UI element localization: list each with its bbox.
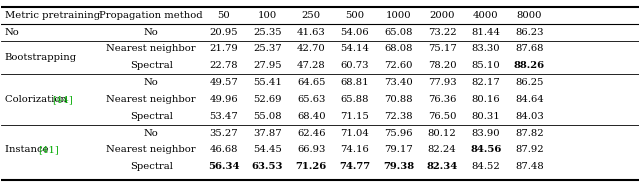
Text: 82.17: 82.17 (472, 78, 500, 87)
Text: 68.40: 68.40 (297, 112, 326, 121)
Text: 72.38: 72.38 (384, 112, 413, 121)
Text: Spectral: Spectral (130, 61, 173, 70)
Text: 75.96: 75.96 (384, 128, 413, 137)
Text: Metric pretraining: Metric pretraining (4, 11, 100, 20)
Text: Nearest neighbor: Nearest neighbor (106, 45, 196, 53)
Text: 84.56: 84.56 (470, 145, 502, 154)
Text: 76.36: 76.36 (428, 95, 456, 104)
Text: 35.27: 35.27 (210, 128, 238, 137)
Text: 49.57: 49.57 (209, 78, 238, 87)
Text: 80.16: 80.16 (472, 95, 500, 104)
Text: 86.25: 86.25 (515, 78, 544, 87)
Text: 55.08: 55.08 (253, 112, 282, 121)
Text: Spectral: Spectral (130, 112, 173, 121)
Text: 74.16: 74.16 (340, 145, 369, 154)
Text: 66.93: 66.93 (297, 145, 325, 154)
Text: 25.37: 25.37 (253, 45, 282, 53)
Text: 41.63: 41.63 (297, 28, 326, 37)
Text: 60.73: 60.73 (340, 61, 369, 70)
Text: 54.45: 54.45 (253, 145, 282, 154)
Text: Nearest neighbor: Nearest neighbor (106, 95, 196, 104)
Text: 100: 100 (258, 11, 277, 20)
Text: 84.64: 84.64 (515, 95, 544, 104)
Text: 72.60: 72.60 (384, 61, 413, 70)
Text: 71.15: 71.15 (340, 112, 369, 121)
Text: 4000: 4000 (473, 11, 499, 20)
Text: 83.90: 83.90 (472, 128, 500, 137)
Text: 42.70: 42.70 (297, 45, 326, 53)
Text: 250: 250 (301, 11, 321, 20)
Text: 80.12: 80.12 (428, 128, 456, 137)
Text: 22.78: 22.78 (210, 61, 238, 70)
Text: 56.34: 56.34 (208, 162, 240, 171)
Text: 80.31: 80.31 (472, 112, 500, 121)
Text: No: No (4, 28, 19, 37)
Text: 87.48: 87.48 (515, 162, 544, 171)
Text: 8000: 8000 (516, 11, 542, 20)
Text: 82.24: 82.24 (428, 145, 456, 154)
Text: 77.93: 77.93 (428, 78, 456, 87)
Text: Instance: Instance (4, 145, 51, 154)
Text: 79.17: 79.17 (384, 145, 413, 154)
Text: 70.88: 70.88 (384, 95, 413, 104)
Text: 74.77: 74.77 (339, 162, 371, 171)
Text: 65.88: 65.88 (340, 95, 369, 104)
Text: 55.41: 55.41 (253, 78, 282, 87)
Text: 50: 50 (218, 11, 230, 20)
Text: [41]: [41] (38, 145, 59, 154)
Text: Colorization: Colorization (4, 95, 70, 104)
Text: 85.10: 85.10 (472, 61, 500, 70)
Text: 65.63: 65.63 (297, 95, 325, 104)
Text: 52.69: 52.69 (253, 95, 282, 104)
Text: 82.34: 82.34 (427, 162, 458, 171)
Text: 47.28: 47.28 (297, 61, 326, 70)
Text: 27.95: 27.95 (253, 61, 282, 70)
Text: 79.38: 79.38 (383, 162, 414, 171)
Text: 75.17: 75.17 (428, 45, 456, 53)
Text: 73.40: 73.40 (384, 78, 413, 87)
Text: 71.04: 71.04 (340, 128, 369, 137)
Text: 68.81: 68.81 (340, 78, 369, 87)
Text: 83.30: 83.30 (472, 45, 500, 53)
Text: 64.65: 64.65 (297, 78, 326, 87)
Text: 88.26: 88.26 (514, 61, 545, 70)
Text: 87.82: 87.82 (515, 128, 544, 137)
Text: 73.22: 73.22 (428, 28, 456, 37)
Text: 21.79: 21.79 (209, 45, 238, 53)
Text: Spectral: Spectral (130, 162, 173, 171)
Text: 76.50: 76.50 (428, 112, 456, 121)
Text: No: No (144, 78, 159, 87)
Text: 86.23: 86.23 (515, 28, 544, 37)
Text: [44]: [44] (52, 95, 74, 104)
Text: 25.35: 25.35 (253, 28, 282, 37)
Text: 54.06: 54.06 (340, 28, 369, 37)
Text: 84.03: 84.03 (515, 112, 544, 121)
Text: 49.96: 49.96 (210, 95, 238, 104)
Text: 500: 500 (346, 11, 364, 20)
Text: 84.52: 84.52 (472, 162, 500, 171)
Text: Propagation method: Propagation method (99, 11, 203, 20)
Text: 46.68: 46.68 (210, 145, 238, 154)
Text: No: No (144, 28, 159, 37)
Text: 87.92: 87.92 (515, 145, 544, 154)
Text: 20.95: 20.95 (210, 28, 238, 37)
Text: Nearest neighbor: Nearest neighbor (106, 145, 196, 154)
Text: 65.08: 65.08 (384, 28, 413, 37)
Text: 62.46: 62.46 (297, 128, 326, 137)
Text: 2000: 2000 (429, 11, 455, 20)
Text: 87.68: 87.68 (515, 45, 544, 53)
Text: No: No (144, 128, 159, 137)
Text: 54.14: 54.14 (340, 45, 369, 53)
Text: 71.26: 71.26 (296, 162, 327, 171)
Text: 53.47: 53.47 (209, 112, 238, 121)
Text: Bootstrapping: Bootstrapping (4, 53, 77, 62)
Text: 1000: 1000 (386, 11, 412, 20)
Text: 78.20: 78.20 (428, 61, 456, 70)
Text: 37.87: 37.87 (253, 128, 282, 137)
Text: 63.53: 63.53 (252, 162, 284, 171)
Text: 68.08: 68.08 (384, 45, 413, 53)
Text: 81.44: 81.44 (471, 28, 500, 37)
